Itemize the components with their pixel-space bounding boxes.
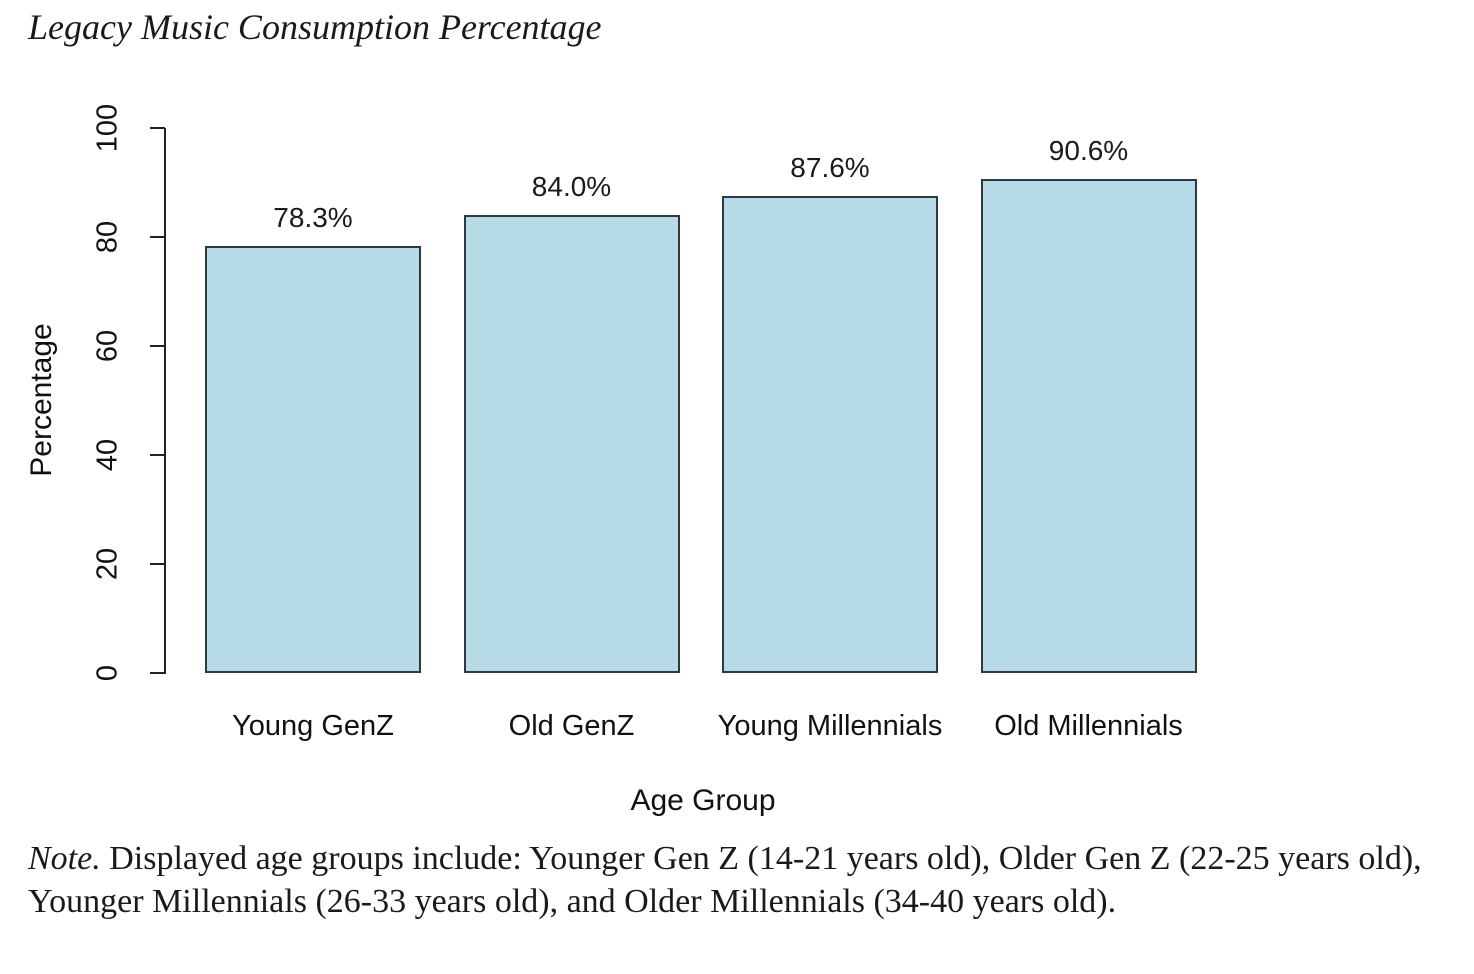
note-prefix: Note. bbox=[28, 840, 101, 877]
bar-value-label: 87.6% bbox=[790, 151, 870, 183]
x-category-label: Old GenZ bbox=[508, 710, 635, 742]
x-category-label: Young Millennials bbox=[717, 710, 943, 742]
bar-value-label: 84.0% bbox=[531, 171, 612, 203]
y-tick-mark bbox=[150, 127, 165, 129]
y-tick-mark bbox=[150, 563, 165, 565]
y-tick-label: 80 bbox=[91, 220, 124, 254]
bar-old-genz bbox=[463, 215, 680, 673]
y-tick-label: 0 bbox=[91, 664, 124, 682]
x-axis-title: Age Group bbox=[630, 784, 776, 817]
y-axis-line bbox=[164, 128, 166, 674]
y-tick-label: 60 bbox=[91, 329, 124, 363]
bar-value-label: 90.6% bbox=[1048, 135, 1129, 167]
bar-value-label: 78.3% bbox=[273, 202, 353, 234]
y-tick-mark bbox=[150, 672, 165, 674]
y-tick-mark bbox=[150, 236, 165, 238]
y-axis-title: Percentage bbox=[25, 323, 58, 477]
bar-young-genz bbox=[205, 246, 421, 673]
note-body: Displayed age groups include: Younger Ge… bbox=[28, 840, 1422, 920]
bar-chart: 0 20 40 60 80 100 78.3% Young GenZ 84.0% Old Gen… bbox=[25, 103, 1197, 817]
bar-young-millennials bbox=[722, 195, 938, 673]
chart-title: Legacy Music Consumption Percentage bbox=[28, 7, 602, 47]
x-category-label: Young GenZ bbox=[232, 710, 394, 742]
y-tick-mark bbox=[150, 454, 165, 456]
y-tick-label: 40 bbox=[91, 438, 124, 472]
y-tick-label: 100 bbox=[91, 103, 124, 153]
note-caption: Note. Displayed age groups include: Youn… bbox=[28, 838, 1452, 924]
y-tick-mark bbox=[150, 345, 165, 347]
bar-old-millennials bbox=[980, 179, 1197, 673]
y-tick-label: 20 bbox=[91, 547, 124, 581]
x-category-label: Old Millennials bbox=[994, 710, 1183, 742]
